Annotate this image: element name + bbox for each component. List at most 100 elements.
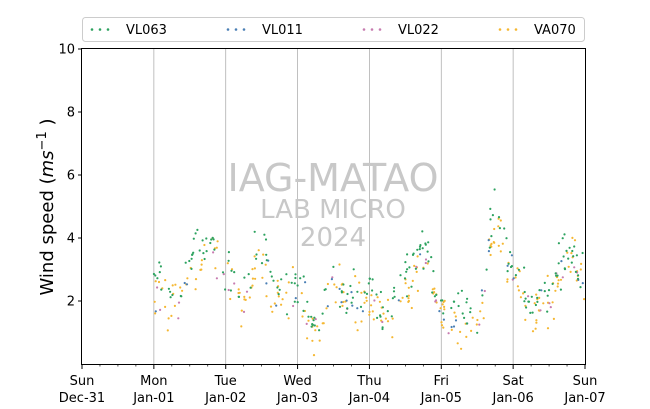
point-vl063 (466, 297, 469, 300)
point-va070 (365, 296, 368, 299)
watermark-line-2: LAB MICRO (260, 195, 406, 225)
point-vl022 (227, 288, 230, 292)
point-vl063 (159, 265, 162, 268)
point-vl063 (391, 297, 394, 300)
point-va070 (170, 314, 173, 317)
point-vl063 (381, 306, 384, 309)
point-va070 (171, 284, 174, 287)
point-va070 (433, 287, 436, 290)
x-tick-day: Mon (140, 374, 167, 389)
point-vl022 (447, 332, 450, 335)
point-va070 (440, 321, 443, 324)
point-va070 (497, 244, 500, 247)
legend-label: VL063 (126, 23, 167, 38)
point-va070 (237, 291, 240, 295)
point-va070 (257, 249, 260, 252)
point-vl063 (260, 262, 264, 265)
point-vl063 (264, 238, 268, 241)
point-vl011 (560, 260, 563, 263)
legend-marker (106, 28, 110, 31)
point-vl063 (460, 289, 463, 292)
x-tick-day: Tue (214, 374, 237, 389)
point-va070 (570, 252, 573, 255)
point-va070 (199, 268, 202, 271)
point-va070 (399, 300, 402, 303)
point-vl063 (350, 301, 353, 304)
point-vl063 (530, 295, 533, 298)
point-vl063 (210, 238, 213, 241)
point-va070 (441, 303, 444, 306)
point-va070 (546, 327, 550, 330)
point-vl063 (324, 288, 327, 291)
point-va070 (533, 302, 536, 305)
point-vl063 (346, 292, 349, 296)
point-vl063 (431, 291, 434, 294)
point-va070 (482, 317, 485, 320)
point-vl063 (243, 276, 246, 279)
point-va070 (174, 283, 177, 286)
point-va070 (314, 329, 317, 332)
point-vl063 (203, 257, 206, 261)
point-va070 (426, 262, 429, 265)
point-va070 (194, 278, 198, 281)
point-vl063 (307, 315, 310, 318)
point-va070 (326, 282, 329, 286)
point-vl063 (367, 282, 370, 285)
point-vl011 (185, 283, 189, 286)
point-vl063 (505, 237, 508, 240)
point-vl063 (371, 278, 374, 281)
point-vl063 (559, 288, 563, 291)
point-vl063 (506, 270, 509, 273)
watermark: IAG-MATAO LAB MICRO 2024 (227, 156, 438, 253)
point-vl063 (390, 315, 393, 318)
point-va070 (269, 305, 273, 308)
point-va070 (307, 319, 310, 322)
point-va070 (499, 219, 502, 222)
point-vl063 (179, 294, 182, 298)
legend-marker (378, 28, 382, 31)
legend-box (82, 17, 585, 42)
point-vl022 (483, 289, 486, 293)
point-vl063 (463, 316, 466, 319)
point-vl063 (379, 314, 382, 317)
point-vl063 (290, 281, 293, 284)
point-va070 (571, 236, 574, 239)
point-vl063 (489, 218, 492, 221)
point-vl063 (457, 304, 460, 308)
point-vl063 (313, 324, 316, 327)
point-va070 (538, 296, 541, 299)
point-vl011 (326, 305, 329, 308)
point-vl063 (416, 248, 419, 251)
point-vl011 (265, 282, 268, 285)
point-vl022 (539, 309, 542, 312)
point-vl063 (345, 311, 348, 314)
point-vl022 (305, 322, 308, 325)
legend-label: VL011 (262, 23, 303, 38)
point-vl063 (538, 289, 541, 292)
point-vl063 (379, 290, 382, 294)
point-vl063 (469, 311, 472, 314)
point-vl063 (381, 327, 384, 331)
point-vl022 (424, 261, 427, 265)
point-vl022 (331, 276, 334, 279)
y-tick-label: 6 (67, 169, 75, 184)
x-tick-date: Jan-07 (563, 391, 605, 406)
point-va070 (386, 320, 390, 323)
point-va070 (194, 288, 197, 291)
point-va070 (465, 335, 468, 338)
point-vl063 (192, 237, 195, 240)
point-vl063 (296, 284, 299, 287)
point-vl022 (415, 265, 418, 268)
point-vl063 (306, 300, 309, 303)
point-vl022 (156, 286, 159, 289)
legend-marker (498, 28, 502, 31)
point-vl063 (188, 259, 191, 263)
point-va070 (262, 253, 265, 256)
point-va070 (360, 320, 363, 323)
point-vl063 (563, 268, 567, 271)
point-va070 (501, 242, 504, 245)
point-vl063 (403, 277, 407, 280)
point-vl063 (570, 261, 573, 264)
point-va070 (154, 280, 157, 283)
point-vl063 (435, 293, 438, 296)
